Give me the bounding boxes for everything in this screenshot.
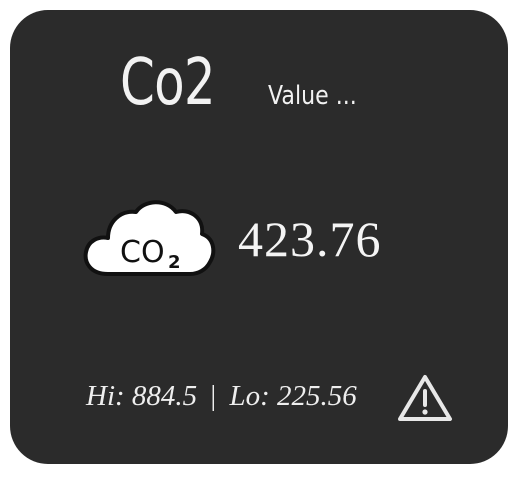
cloud-subscript: 2	[168, 252, 181, 273]
co2-cloud-icon: CO 2	[83, 200, 216, 276]
lo-value: 225.56	[277, 380, 357, 412]
widget-title: Co2 Value ...	[120, 46, 372, 120]
lo-label: Lo:	[229, 380, 270, 412]
cloud-label: CO	[120, 235, 165, 270]
hi-lo-range: Hi: 884.5 | Lo: 225.56	[86, 380, 357, 413]
range-separator: |	[210, 380, 217, 412]
title-main: Co2	[120, 46, 216, 120]
co2-value: 423.76	[238, 211, 382, 267]
hi-value: 884.5	[131, 380, 198, 412]
title-subtitle: Value ...	[268, 81, 357, 111]
co2-widget-card: Co2 Value ... CO 2 423.76 Hi: 884.5 | Lo…	[10, 10, 508, 464]
hi-label: Hi:	[86, 380, 125, 412]
warning-triangle-icon[interactable]	[396, 372, 454, 424]
